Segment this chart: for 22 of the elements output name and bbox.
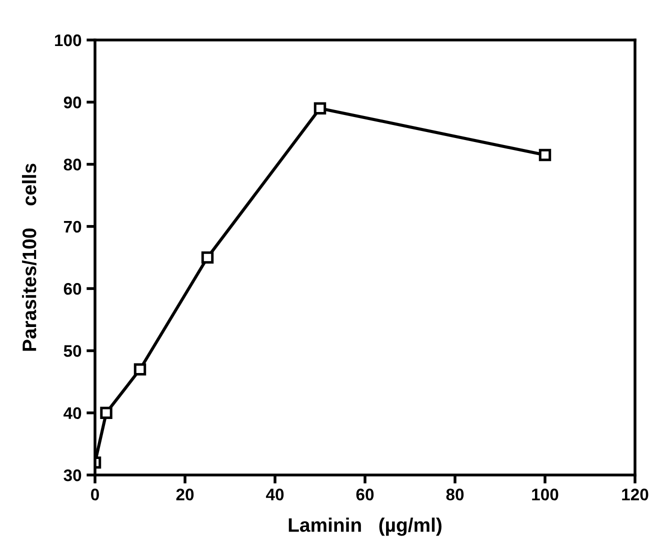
y-tick-label: 60 — [64, 282, 82, 295]
x-tick-label: 100 — [532, 488, 558, 500]
point — [100, 406, 112, 419]
y-tick-label: 30 — [64, 469, 82, 482]
point — [134, 363, 146, 376]
y-axis-title: Parasites/100 cells — [22, 164, 36, 351]
y-tick-label: 90 — [64, 96, 82, 108]
x-tick-label: 60 — [356, 488, 374, 500]
x-tick-label: 80 — [446, 488, 464, 500]
x-tick-label: 20 — [176, 488, 194, 500]
y-tick-label: 70 — [64, 220, 82, 233]
x-tick-label: 120 — [622, 488, 648, 500]
y-tick-label: 40 — [64, 407, 82, 420]
x-tick-label: 0 — [91, 488, 99, 500]
x-tick-label: 40 — [266, 488, 284, 500]
point — [314, 102, 326, 114]
y-tick-label: 100 — [55, 34, 82, 46]
point — [538, 148, 552, 162]
y-tick-label: 50 — [64, 345, 82, 357]
x-axis-title: Laminin (µg/ml) — [288, 518, 442, 536]
y-tick-label: 80 — [64, 158, 82, 170]
point — [201, 251, 214, 264]
